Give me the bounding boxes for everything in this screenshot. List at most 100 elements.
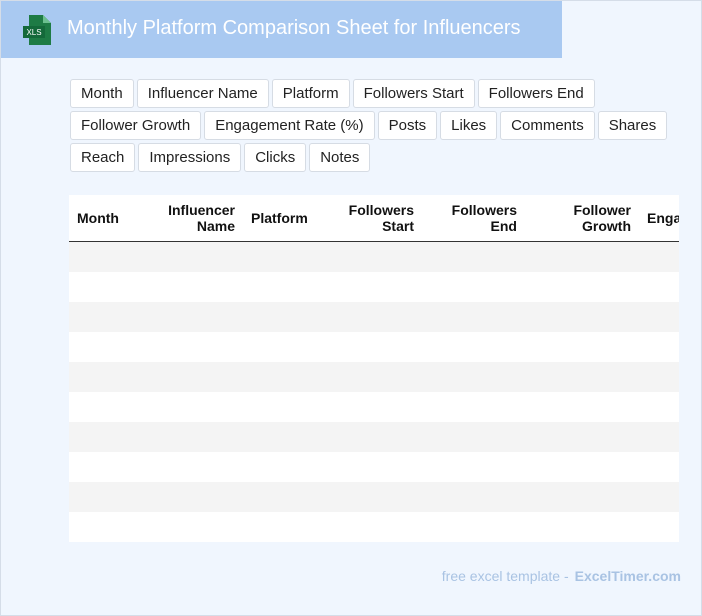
table-cell: [69, 512, 143, 542]
column-header: Engagement Rate (%): [639, 195, 679, 242]
table-cell: [321, 362, 422, 392]
table-cell: [69, 392, 143, 422]
table-cell: [422, 332, 525, 362]
tag[interactable]: Influencer Name: [136, 79, 269, 108]
table-cell: [639, 272, 679, 302]
table-cell: [422, 241, 525, 272]
table-cell: [243, 362, 321, 392]
table-cell: [321, 241, 422, 272]
table-cell: [639, 392, 679, 422]
tag[interactable]: Engagement Rate (%): [204, 111, 375, 140]
table-row: [69, 452, 679, 482]
table-cell: [143, 332, 243, 362]
table-row: [69, 422, 679, 452]
table-cell: [243, 332, 321, 362]
footer-text: free excel template -: [441, 568, 569, 584]
tag[interactable]: Month: [70, 79, 134, 108]
table-cell: [422, 392, 525, 422]
table-cell: [243, 392, 321, 422]
table-cell: [143, 272, 243, 302]
table-cell: [143, 302, 243, 332]
table-row: [69, 272, 679, 302]
tag[interactable]: Impressions: [138, 143, 242, 172]
tag-list: Month Influencer Name Platform Followers St…: [70, 79, 670, 172]
table-row: [69, 362, 679, 392]
table-cell: [525, 482, 639, 512]
table-cell: [69, 422, 143, 452]
table-cell: [639, 482, 679, 512]
tag[interactable]: Reach: [70, 143, 136, 172]
table-cell: [69, 452, 143, 482]
table-cell: [143, 241, 243, 272]
page-title: Monthly Platform Comparison Sheet for In…: [67, 17, 521, 39]
table-cell: [243, 512, 321, 542]
table-cell: [143, 512, 243, 542]
table-cell: [69, 241, 143, 272]
column-header: Followers End: [422, 195, 525, 242]
table-cell: [525, 362, 639, 392]
table-cell: [243, 422, 321, 452]
table-cell: [321, 272, 422, 302]
table-cell: [321, 482, 422, 512]
column-header: Platform: [243, 195, 321, 242]
tag[interactable]: Platform: [271, 79, 350, 108]
table-cell: [422, 362, 525, 392]
icon-label: XLS: [26, 28, 41, 37]
footer-brand[interactable]: ExcelTimer.com: [574, 568, 681, 584]
table-cell: [321, 512, 422, 542]
table-cell: [525, 512, 639, 542]
table-cell: [143, 392, 243, 422]
table-cell: [422, 512, 525, 542]
tag[interactable]: Likes: [440, 111, 498, 140]
table-cell: [243, 272, 321, 302]
table-cell: [69, 272, 143, 302]
footer: free excel template - ExcelTimer.com: [442, 568, 681, 584]
data-table: Month Influencer Name Platform Followers St…: [69, 195, 679, 542]
tag[interactable]: Comments: [500, 111, 595, 140]
table-cell: [243, 302, 321, 332]
table-cell: [422, 482, 525, 512]
table-row: [69, 392, 679, 422]
table-cell: [639, 452, 679, 482]
column-header: Month: [69, 195, 143, 242]
tag[interactable]: Shares: [597, 111, 668, 140]
table-cell: [321, 302, 422, 332]
table-cell: [525, 452, 639, 482]
table-cell: [143, 422, 243, 452]
table-cell: [639, 362, 679, 392]
tag[interactable]: Followers End: [477, 79, 595, 108]
table-cell: [321, 392, 422, 422]
tag[interactable]: Posts: [377, 111, 438, 140]
header-bar: XLS Monthly Platform Comparison Sheet fo…: [1, 1, 562, 58]
table-cell: [525, 241, 639, 272]
header-row: Month Influencer Name Platform Followers St…: [69, 195, 679, 242]
table-cell: [321, 452, 422, 482]
tag[interactable]: Followers Start: [352, 79, 475, 108]
table-row: [69, 332, 679, 362]
table-cell: [639, 332, 679, 362]
tag[interactable]: Notes: [309, 143, 371, 172]
table-cell: [639, 512, 679, 542]
table-cell: [639, 241, 679, 272]
table-cell: [321, 332, 422, 362]
table-cell: [422, 452, 525, 482]
table-cell: [422, 302, 525, 332]
table-cell: [321, 422, 422, 452]
table-cell: [69, 482, 143, 512]
table-row: [69, 241, 679, 272]
table-cell: [69, 332, 143, 362]
table-cell: [143, 362, 243, 392]
table-cell: [243, 482, 321, 512]
table-cell: [525, 332, 639, 362]
table-cell: [243, 452, 321, 482]
xls-icon: XLS: [23, 15, 51, 45]
table-cell: [639, 422, 679, 452]
tag[interactable]: Clicks: [244, 143, 307, 172]
table-body: [69, 241, 679, 543]
table-cell: [143, 452, 243, 482]
table-cell: [143, 482, 243, 512]
table-row: [69, 512, 679, 542]
tag[interactable]: Follower Growth: [70, 111, 202, 140]
table-container: Month Influencer Name Platform Followers St…: [69, 195, 679, 542]
